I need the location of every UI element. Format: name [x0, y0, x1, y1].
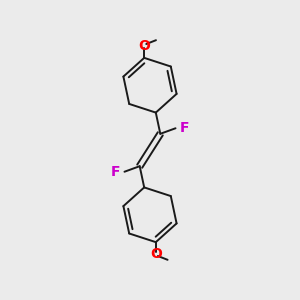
Text: O: O — [138, 39, 150, 53]
Text: F: F — [180, 121, 189, 135]
Text: O: O — [150, 247, 162, 261]
Text: F: F — [111, 165, 120, 179]
